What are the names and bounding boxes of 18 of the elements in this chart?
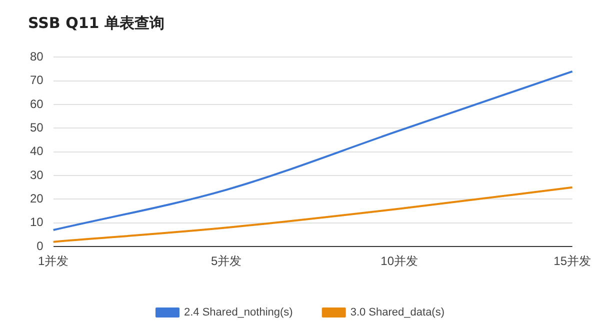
y-tick-label: 10	[30, 215, 44, 230]
y-tick-label: 20	[30, 192, 44, 206]
x-tick-label: 1并发	[38, 254, 69, 268]
y-tick-label: 60	[30, 96, 44, 111]
y-tick-label: 70	[30, 73, 44, 88]
x-tick-label: 15并发	[554, 254, 592, 268]
x-tick-label: 10并发	[380, 254, 418, 268]
chart-title: SSB Q11 单表查询	[28, 14, 164, 33]
y-tick-label: 0	[36, 238, 44, 253]
legend-label: 3.0 Shared_data(s)	[350, 306, 445, 319]
line-series	[52, 70, 574, 232]
y-tick-label: 40	[30, 144, 44, 158]
legend-label: 2.4 Shared_nothing(s)	[184, 306, 293, 319]
line-series	[52, 186, 574, 243]
x-tick-label: 5并发	[210, 254, 242, 268]
y-tick-label: 30	[30, 168, 44, 182]
y-tick-label: 80	[30, 50, 44, 64]
y-tick-label: 50	[30, 120, 44, 135]
